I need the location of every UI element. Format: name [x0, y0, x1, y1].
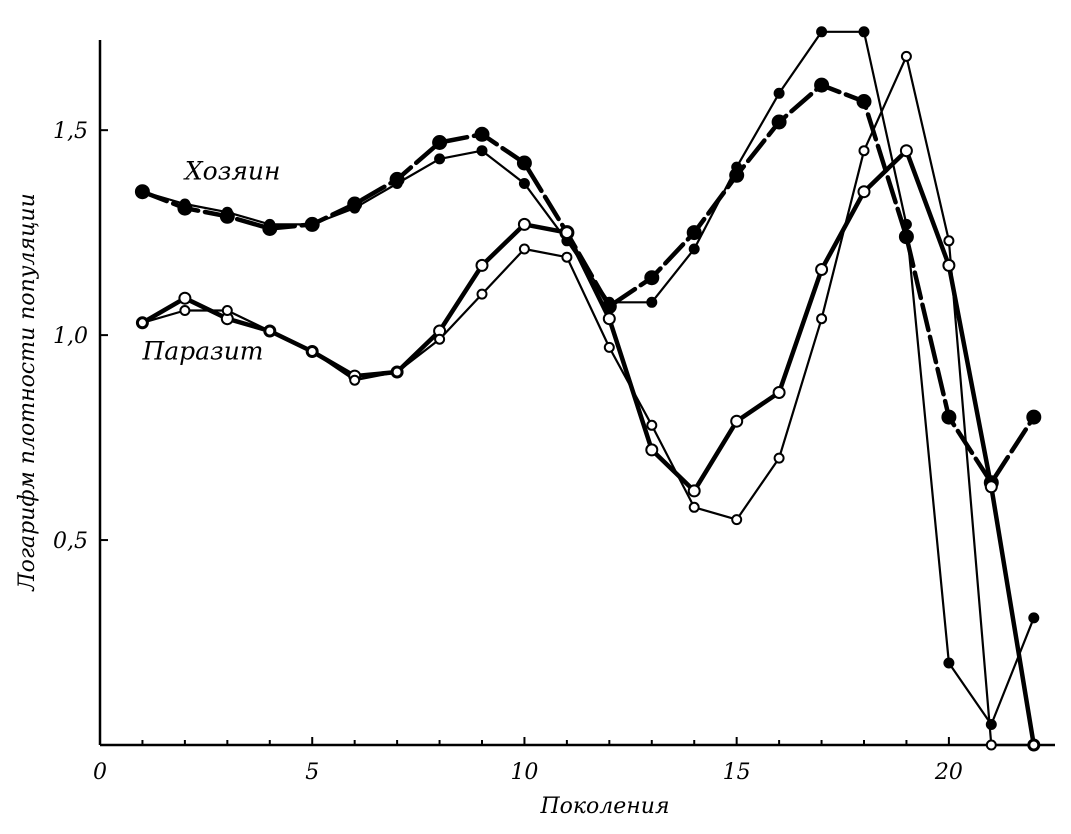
- series-3-point: [857, 185, 871, 199]
- series-2-point: [773, 87, 785, 99]
- series-1-point: [814, 77, 830, 93]
- series-1-point: [941, 409, 957, 425]
- series-line-1: [140, 82, 1037, 485]
- series-4-point: [221, 305, 233, 316]
- series-2-point: [221, 206, 233, 218]
- series-4-point: [518, 243, 530, 255]
- series-3-point: [687, 484, 701, 498]
- series-4-point: [943, 235, 955, 247]
- series-2-point: [816, 26, 828, 38]
- series-2-point: [306, 218, 318, 230]
- series-2-point: [858, 26, 870, 38]
- x-tick-label: 0: [93, 760, 107, 785]
- annotation-label: Паразит: [141, 337, 263, 366]
- series-4-point: [476, 288, 488, 300]
- series-3-point: [517, 217, 531, 231]
- series-3-point: [772, 386, 786, 399]
- series-2-point: [264, 218, 276, 230]
- series-3-point: [984, 480, 998, 494]
- series-4-point: [816, 313, 828, 325]
- series-2-point: [434, 153, 446, 165]
- series-line-2: [141, 30, 1035, 726]
- series-4-point: [391, 366, 403, 378]
- axes: [98, 40, 1055, 747]
- series-3-point: [178, 291, 192, 305]
- series-4-point: [603, 341, 615, 353]
- y-tick-label: 1,5: [53, 119, 88, 144]
- x-tick-label: 5: [305, 760, 319, 785]
- y-tick-label: 1,0: [53, 324, 88, 349]
- series-2-point: [985, 719, 997, 730]
- series-2-point: [646, 296, 658, 308]
- series-4-point: [985, 739, 997, 751]
- series-1-point: [686, 225, 702, 241]
- series-group: [134, 26, 1042, 752]
- series-4-point: [179, 305, 191, 316]
- series-2-point: [476, 145, 488, 157]
- series-3-point: [645, 443, 659, 457]
- y-tick-label: 0,5: [53, 529, 88, 554]
- series-1-point: [516, 155, 532, 171]
- series-4-point: [1028, 739, 1040, 751]
- series-1-point: [644, 270, 660, 286]
- series-3-point: [899, 144, 913, 158]
- annotations-group: Хозяин Паразит: [141, 156, 280, 365]
- series-3-point: [560, 226, 574, 240]
- ticks: 0 5 10 15 20 0,5 1,0 1,5: [53, 119, 1035, 785]
- x-tick-label: 10: [510, 760, 538, 785]
- series-2-point: [943, 657, 955, 669]
- series-2-point: [900, 218, 912, 230]
- series-2-point: [731, 161, 743, 173]
- series-4-point: [773, 452, 785, 464]
- series-4-point: [900, 50, 912, 62]
- series-4-point: [434, 333, 446, 345]
- series-4-point: [349, 374, 361, 386]
- series-3-point: [942, 258, 956, 272]
- series-4-point: [136, 317, 148, 329]
- series-4-point: [264, 325, 276, 337]
- series-4-point: [646, 419, 658, 431]
- annotation-label: Хозяин: [183, 156, 281, 185]
- series-4-point: [858, 145, 870, 157]
- y-axis-title: Логарифм плотности популяции: [15, 193, 40, 592]
- series-2-point: [349, 202, 361, 214]
- series-4-point: [561, 251, 573, 263]
- series-4-point: [306, 346, 318, 357]
- series-line-4: [141, 55, 1035, 747]
- series-3-point: [730, 414, 744, 428]
- series-1-point: [432, 135, 448, 150]
- series-2-point: [688, 243, 700, 255]
- series-1-point: [474, 126, 490, 142]
- series-2-point: [1028, 612, 1040, 624]
- series-3-point: [475, 258, 489, 272]
- series-1-point: [1026, 409, 1042, 425]
- series-2-point: [179, 198, 191, 210]
- x-tick-label: 20: [934, 760, 963, 785]
- series-4-point: [688, 501, 700, 513]
- series-1-point: [771, 114, 787, 130]
- series-1-point: [898, 229, 914, 245]
- series-2-point: [391, 178, 403, 189]
- series-2-point: [603, 296, 615, 308]
- labels-group: Поколения Логарифм плотности популяции: [15, 193, 670, 819]
- series-3-point: [815, 263, 829, 276]
- series-4-point: [731, 514, 743, 526]
- series-1-point: [856, 94, 872, 109]
- series-2-point: [136, 186, 148, 198]
- x-tick-label: 15: [723, 760, 751, 785]
- series-2-point: [518, 178, 530, 189]
- x-axis-title: Поколения: [539, 794, 669, 819]
- series-3-point: [602, 312, 616, 326]
